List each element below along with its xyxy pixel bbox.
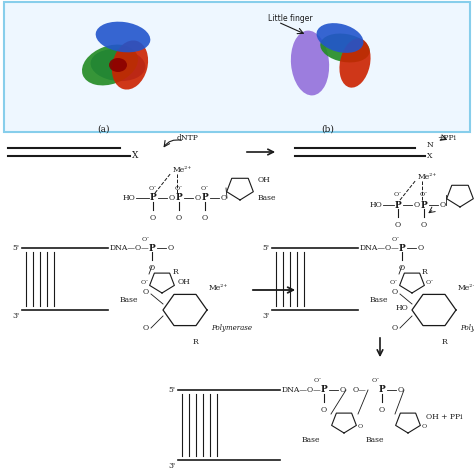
Text: O⁻: O⁻ bbox=[314, 377, 322, 383]
Text: O: O bbox=[395, 221, 401, 229]
Text: P: P bbox=[320, 385, 328, 394]
Text: X: X bbox=[427, 152, 432, 160]
Text: dNTP: dNTP bbox=[177, 134, 199, 142]
Ellipse shape bbox=[317, 23, 364, 53]
Text: O: O bbox=[418, 244, 424, 252]
Text: O: O bbox=[392, 324, 398, 332]
Ellipse shape bbox=[109, 58, 127, 72]
Text: Me²⁺: Me²⁺ bbox=[458, 284, 474, 292]
Text: O: O bbox=[221, 194, 227, 202]
Text: 5': 5' bbox=[262, 244, 269, 252]
Text: (b): (b) bbox=[321, 125, 335, 134]
Text: Polymerase: Polymerase bbox=[460, 324, 474, 332]
Text: P: P bbox=[176, 193, 182, 202]
Text: O⁻: O⁻ bbox=[149, 185, 157, 191]
Text: O: O bbox=[398, 386, 404, 394]
Text: 3': 3' bbox=[262, 312, 269, 320]
Text: O: O bbox=[392, 288, 398, 296]
Text: DNA—O—: DNA—O— bbox=[360, 244, 400, 252]
Text: Polymerase: Polymerase bbox=[211, 324, 252, 332]
Ellipse shape bbox=[82, 45, 138, 85]
Text: P: P bbox=[379, 385, 385, 394]
Text: O: O bbox=[414, 201, 420, 209]
Text: Little finger: Little finger bbox=[268, 13, 313, 22]
Text: O: O bbox=[421, 221, 427, 229]
Text: O: O bbox=[422, 423, 427, 428]
Text: Base: Base bbox=[119, 296, 138, 304]
Text: 3': 3' bbox=[168, 462, 175, 470]
Text: O: O bbox=[143, 324, 149, 332]
Text: O⁻: O⁻ bbox=[390, 280, 398, 284]
Text: Me²⁺: Me²⁺ bbox=[209, 284, 228, 292]
Text: Me²⁺: Me²⁺ bbox=[173, 166, 192, 174]
FancyBboxPatch shape bbox=[4, 2, 470, 132]
Ellipse shape bbox=[96, 22, 150, 52]
Text: DNA—O—: DNA—O— bbox=[282, 386, 322, 394]
Text: O: O bbox=[150, 214, 156, 222]
Text: OH + PPi: OH + PPi bbox=[426, 413, 463, 421]
Text: R: R bbox=[172, 268, 178, 276]
Text: O: O bbox=[149, 264, 155, 272]
Text: 5': 5' bbox=[168, 386, 175, 394]
Text: O: O bbox=[169, 194, 175, 202]
Text: 3': 3' bbox=[12, 312, 19, 320]
Text: R: R bbox=[441, 338, 447, 346]
Text: HO: HO bbox=[122, 194, 135, 202]
Text: OH: OH bbox=[178, 278, 191, 286]
Text: P: P bbox=[149, 244, 155, 253]
Text: O⁻: O⁻ bbox=[141, 280, 149, 284]
Text: (a): (a) bbox=[98, 125, 110, 134]
Text: O⁻: O⁻ bbox=[201, 185, 209, 191]
Text: P: P bbox=[399, 244, 405, 253]
Text: O: O bbox=[202, 214, 208, 222]
Text: P: P bbox=[395, 201, 401, 210]
Text: Base: Base bbox=[365, 436, 384, 444]
Text: O⁻: O⁻ bbox=[372, 377, 380, 383]
Text: O—: O— bbox=[352, 386, 366, 394]
Text: O⁻: O⁻ bbox=[394, 192, 402, 198]
Ellipse shape bbox=[291, 31, 329, 95]
Text: OH: OH bbox=[258, 176, 271, 184]
Text: O: O bbox=[195, 194, 201, 202]
Text: O: O bbox=[440, 201, 446, 209]
Text: O: O bbox=[321, 406, 327, 414]
Text: Me²⁺: Me²⁺ bbox=[418, 173, 438, 181]
Text: O⁻: O⁻ bbox=[175, 185, 183, 191]
Text: 5': 5' bbox=[12, 244, 19, 252]
Text: O: O bbox=[399, 264, 405, 272]
Text: HO: HO bbox=[395, 304, 408, 312]
Text: O: O bbox=[176, 214, 182, 222]
Text: DNA—O—: DNA—O— bbox=[110, 244, 150, 252]
Text: P: P bbox=[150, 193, 156, 202]
Text: Base: Base bbox=[258, 194, 276, 202]
Text: P: P bbox=[201, 193, 209, 202]
Text: O: O bbox=[358, 423, 363, 428]
Text: O⁻: O⁻ bbox=[142, 237, 150, 241]
Text: O: O bbox=[143, 288, 149, 296]
Text: O: O bbox=[168, 244, 174, 252]
Text: N: N bbox=[427, 141, 434, 149]
Text: HO: HO bbox=[369, 201, 382, 209]
Text: Base: Base bbox=[370, 296, 388, 304]
Text: +PPi: +PPi bbox=[437, 134, 456, 142]
Text: O: O bbox=[379, 406, 385, 414]
Text: O: O bbox=[340, 386, 346, 394]
Text: X: X bbox=[132, 152, 138, 161]
Ellipse shape bbox=[91, 49, 146, 81]
Text: P: P bbox=[420, 201, 428, 210]
Text: O⁻: O⁻ bbox=[392, 237, 400, 241]
Text: Base: Base bbox=[301, 436, 320, 444]
Ellipse shape bbox=[320, 34, 370, 63]
Ellipse shape bbox=[339, 38, 371, 88]
Text: R: R bbox=[192, 338, 198, 346]
Text: O⁻: O⁻ bbox=[426, 280, 434, 284]
Ellipse shape bbox=[112, 40, 148, 90]
Text: R: R bbox=[421, 268, 427, 276]
Text: O⁻: O⁻ bbox=[420, 192, 428, 198]
